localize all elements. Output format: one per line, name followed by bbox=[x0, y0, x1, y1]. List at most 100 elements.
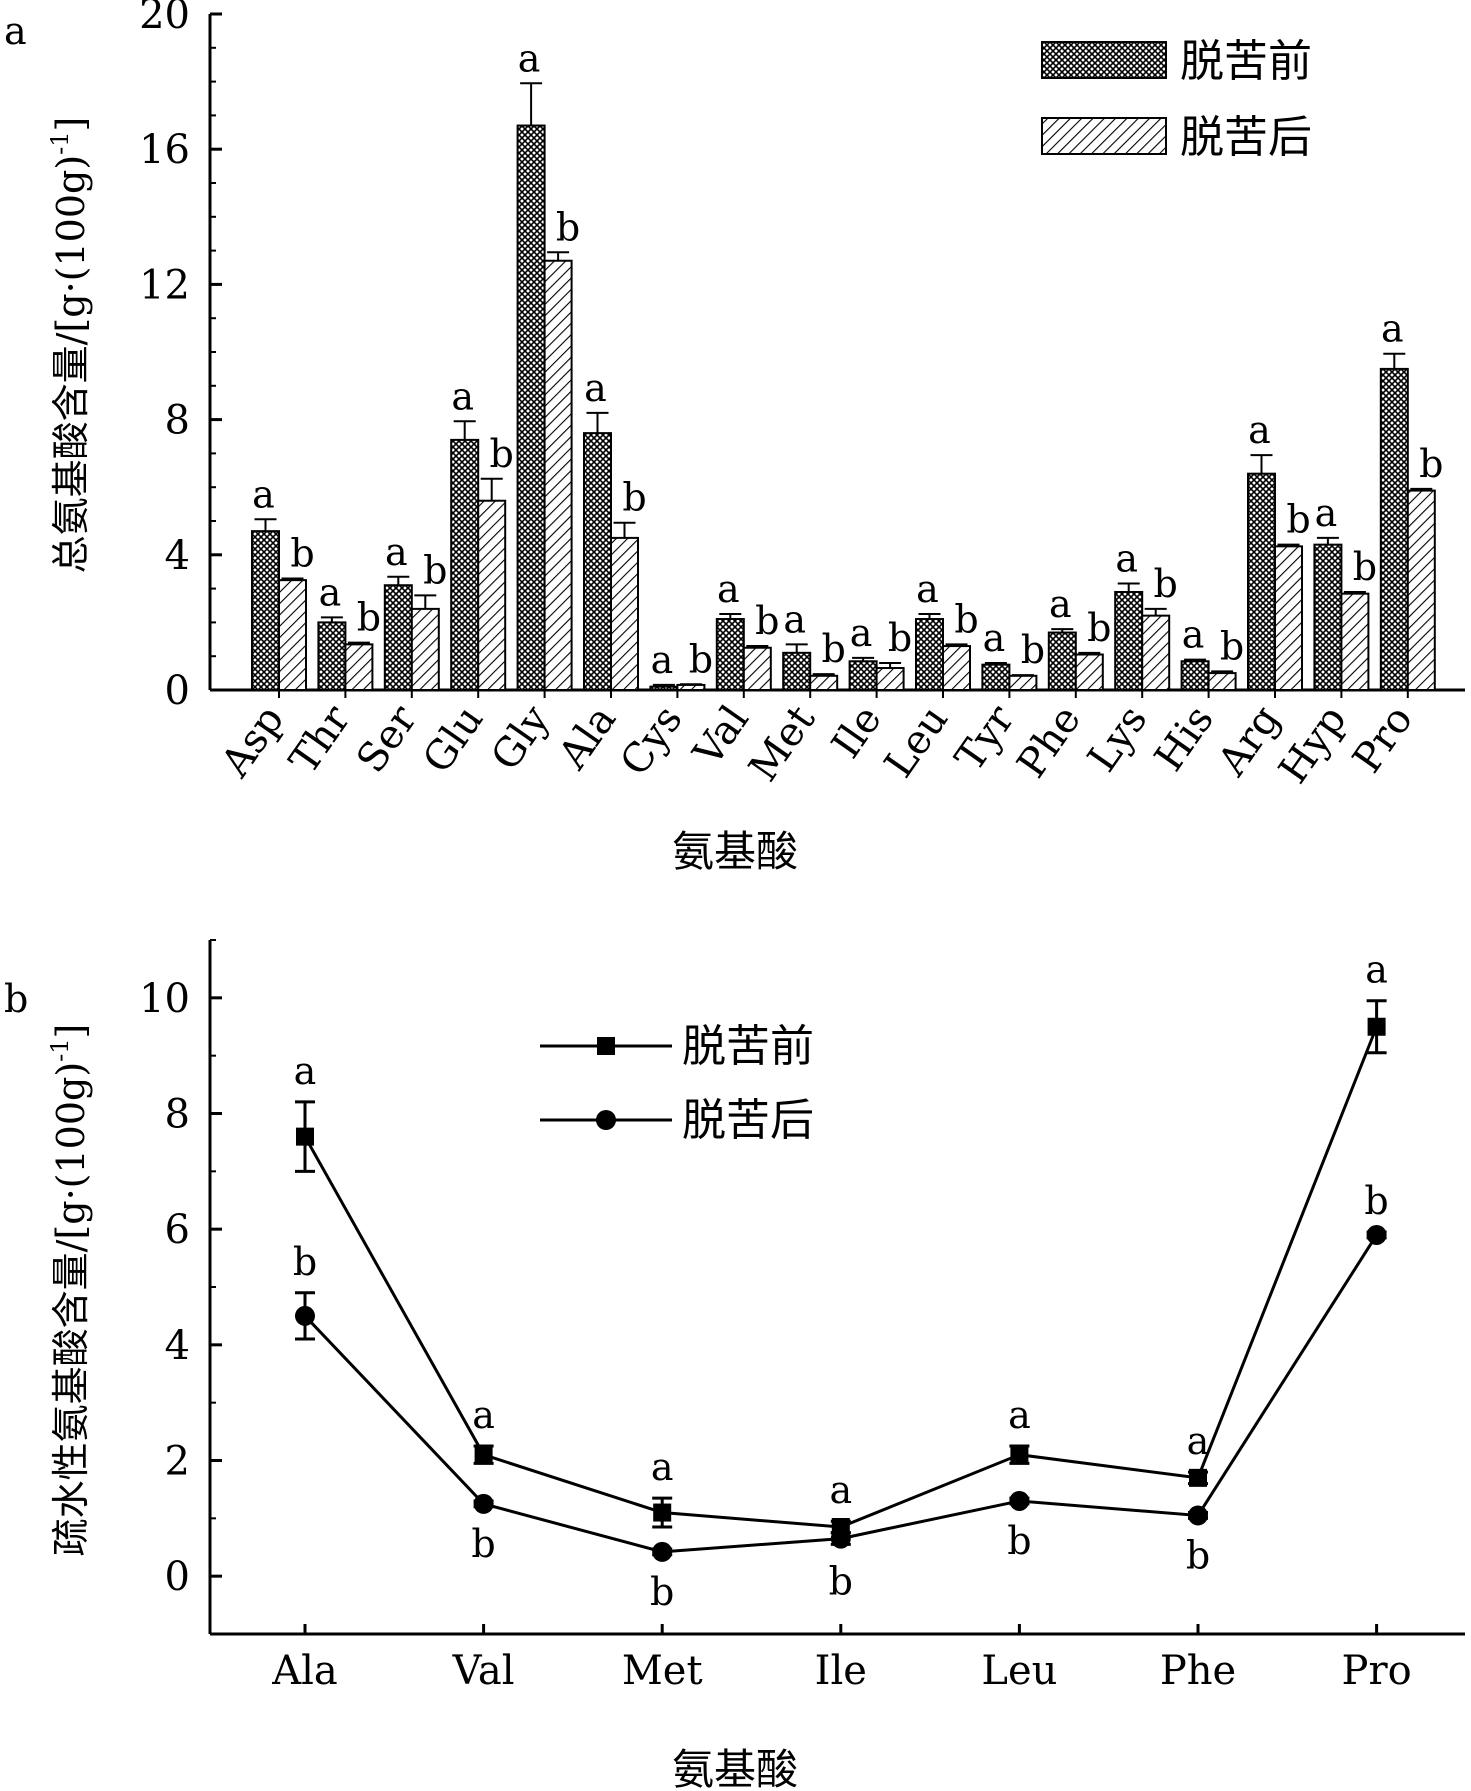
marker-circle bbox=[473, 1493, 494, 1514]
panel-a-x-tick-label: Ser bbox=[348, 697, 426, 782]
panel-a-y-tick-label: 16 bbox=[139, 127, 190, 173]
panel-b-y-tick-label: 4 bbox=[165, 1323, 190, 1369]
legend-label-before-b: 脱苦前 bbox=[682, 1021, 814, 1072]
marker-circle bbox=[295, 1305, 315, 1326]
significance-label: b bbox=[471, 1522, 495, 1566]
significance-label: b bbox=[1154, 562, 1178, 606]
marker-circle bbox=[830, 1528, 851, 1549]
panel-a-legend: 脱苦前 脱苦后 bbox=[1041, 36, 1312, 163]
bar-after bbox=[742, 646, 772, 691]
panel-a-x-tick-label: Cys bbox=[612, 697, 692, 784]
legend-label-before-a: 脱苦前 bbox=[1180, 36, 1312, 87]
significance-label: a bbox=[1187, 1419, 1210, 1463]
significance-label: b bbox=[290, 531, 314, 575]
bar-after bbox=[1340, 592, 1370, 691]
bar-before bbox=[583, 432, 612, 691]
significance-label: a bbox=[651, 1445, 674, 1489]
panel-b-x-tick-label: Met bbox=[622, 1648, 703, 1694]
significance-label: b bbox=[954, 597, 978, 641]
panel-b-x-tick-label: Phe bbox=[1160, 1648, 1236, 1694]
marker-square bbox=[653, 1503, 672, 1522]
significance-label: b bbox=[1186, 1533, 1210, 1577]
significance-label: b bbox=[888, 616, 912, 660]
bar-before bbox=[715, 618, 745, 692]
significance-label: a bbox=[252, 472, 275, 516]
significance-label: a bbox=[717, 567, 740, 611]
significance-label: a bbox=[651, 638, 674, 682]
bar-after bbox=[875, 667, 905, 692]
panel-b-y-axis-label: 疏水性氨基酸含量/[g·(100g)-1] bbox=[46, 1024, 93, 1557]
marker-square bbox=[1010, 1445, 1029, 1464]
bar-before bbox=[848, 660, 878, 692]
bar-after bbox=[344, 643, 374, 691]
legend-swatch-before-a bbox=[1041, 41, 1167, 79]
significance-label: b bbox=[1087, 606, 1111, 650]
panel-a-x-tick-label: Gly bbox=[482, 697, 559, 779]
panel-a-x-tick-label: Glu bbox=[414, 697, 492, 781]
bar-after bbox=[1141, 614, 1171, 692]
bar-before bbox=[649, 685, 679, 691]
marker-square bbox=[1367, 1017, 1386, 1036]
legend-label-after-b: 脱苦后 bbox=[682, 1095, 814, 1146]
significance-label: a bbox=[783, 597, 806, 641]
bar-after bbox=[1074, 653, 1104, 692]
panel-a-x-tick-label: Phe bbox=[1009, 697, 1090, 786]
bar-before bbox=[915, 618, 944, 692]
marker-square bbox=[1189, 1468, 1207, 1487]
significance-label: b bbox=[1021, 628, 1045, 672]
marker-circle bbox=[1188, 1505, 1208, 1526]
panel-a-y-tick-label: 8 bbox=[165, 398, 190, 444]
significance-label: a bbox=[916, 567, 939, 611]
significance-label: b bbox=[755, 599, 779, 643]
panel-b-x-tick-label: Leu bbox=[981, 1648, 1057, 1694]
panel-b-y-tick-label: 10 bbox=[139, 976, 190, 1022]
bar-after bbox=[1207, 672, 1237, 691]
legend-marker-after-b bbox=[596, 1110, 616, 1130]
bar-after bbox=[410, 607, 440, 692]
bar-before bbox=[1180, 660, 1210, 692]
significance-label: a bbox=[1365, 948, 1388, 992]
bar-before bbox=[1313, 543, 1343, 691]
panel-a-x-tick-label: Hyp bbox=[1270, 697, 1355, 791]
panel-b-x-tick-label: Pro bbox=[1342, 1648, 1412, 1694]
bar-before bbox=[981, 663, 1011, 692]
panel-a-x-tick-label: Pro bbox=[1344, 697, 1422, 781]
bar-before bbox=[383, 584, 413, 691]
significance-label: b bbox=[689, 637, 713, 681]
significance-label: b bbox=[1286, 498, 1310, 542]
panel-a-y-tick-label: 12 bbox=[139, 262, 190, 308]
significance-label: a bbox=[1248, 408, 1271, 452]
panel-b-line-chart: b 0 2 4 6 8 10 Ala Val Met Ile Leu Phe Pro a a a a a a a b… bbox=[4, 939, 1465, 1791]
significance-label: b bbox=[1220, 624, 1244, 668]
panel-b-y-tick-label: 8 bbox=[165, 1092, 190, 1138]
significance-label: a bbox=[1381, 307, 1404, 351]
bar-before bbox=[1379, 367, 1409, 691]
significance-label: b bbox=[1419, 442, 1443, 486]
panel-b-label: b bbox=[4, 977, 28, 1021]
bar-after bbox=[676, 683, 706, 691]
significance-label: a bbox=[518, 36, 541, 80]
panel-a-y-tick-label: 0 bbox=[165, 668, 190, 714]
significance-label: a bbox=[1315, 491, 1338, 535]
marker-circle bbox=[652, 1541, 673, 1562]
panel-a-label: a bbox=[4, 9, 27, 53]
bar-before bbox=[1114, 590, 1144, 691]
panel-b-y-tick-label: 2 bbox=[165, 1439, 190, 1485]
panel-a-x-tick-label: Ala bbox=[549, 697, 625, 778]
significance-label: a bbox=[472, 1393, 495, 1437]
bar-after bbox=[477, 499, 507, 691]
panel-b-x-tick-label: Ile bbox=[815, 1648, 867, 1694]
bar-before bbox=[516, 124, 546, 692]
significance-label: a bbox=[829, 1468, 852, 1512]
significance-label: b bbox=[822, 627, 846, 671]
significance-label: b bbox=[1353, 545, 1377, 589]
panel-b-x-tick-label: Val bbox=[452, 1648, 515, 1694]
bar-after bbox=[942, 645, 971, 691]
panel-a-x-tick-label: His bbox=[1146, 697, 1223, 779]
bar-after bbox=[1008, 674, 1038, 692]
significance-label: a bbox=[385, 530, 408, 574]
significance-label: a bbox=[983, 616, 1006, 660]
significance-label: b bbox=[490, 432, 514, 476]
panel-a-x-tick-label: Leu bbox=[876, 697, 957, 786]
